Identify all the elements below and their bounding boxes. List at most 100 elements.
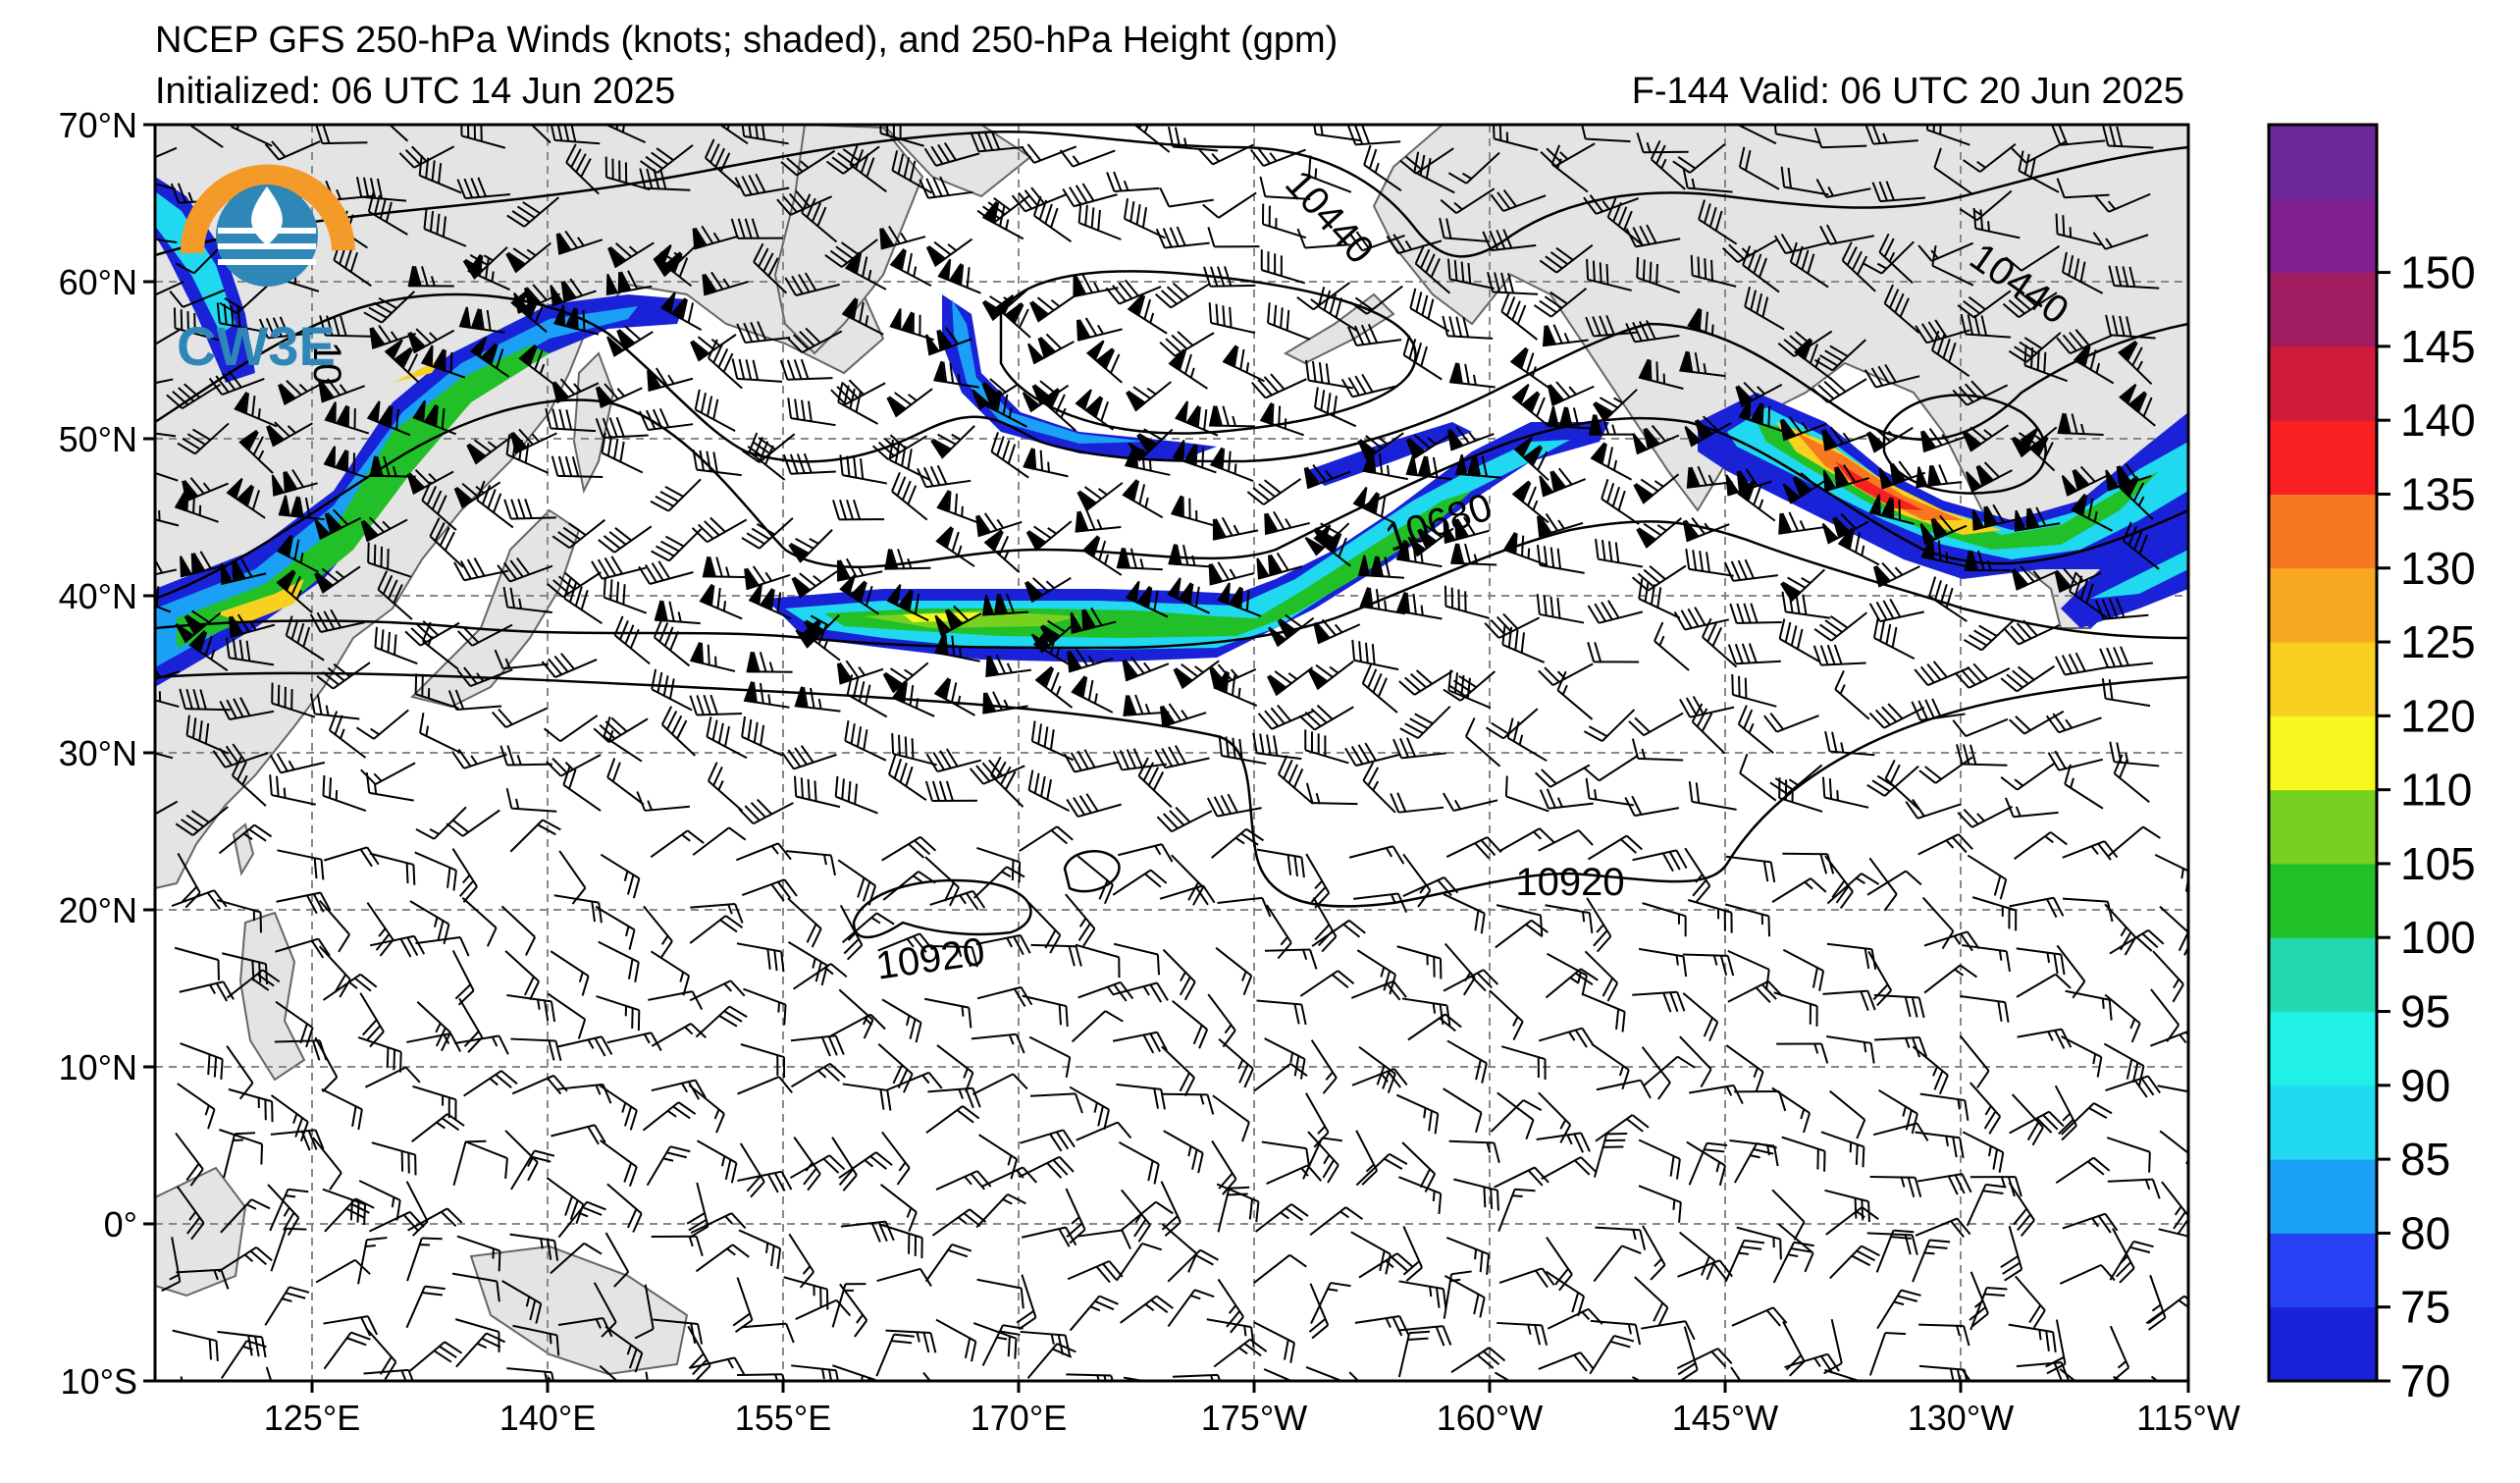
wind-barb	[1771, 1086, 1811, 1134]
wind-barb	[504, 950, 540, 1001]
wind-barb	[509, 1233, 559, 1261]
lat-label: 30°N	[59, 733, 137, 773]
wind-barb	[1447, 151, 1500, 185]
wind-barb	[879, 225, 926, 250]
wind-barb	[971, 1073, 1028, 1095]
wind-barb	[743, 987, 787, 1026]
wind-barb	[2106, 1137, 2151, 1173]
wind-barb	[2065, 989, 2113, 1021]
wind-barb	[1911, 698, 1966, 721]
wind-barb	[1587, 834, 1643, 861]
wind-barb	[466, 435, 513, 465]
wind-barb	[889, 308, 934, 342]
wind-barb	[1702, 617, 1738, 668]
wind-barb	[323, 973, 378, 1001]
wind-barb	[1960, 995, 2010, 1023]
wind-barb	[278, 495, 325, 521]
wind-barb	[694, 389, 736, 433]
wind-barb	[1912, 1239, 1951, 1283]
wind-barb	[792, 963, 848, 990]
wind-barb	[1960, 313, 2012, 339]
wind-barb	[551, 1124, 606, 1145]
wind-barb	[1866, 870, 1922, 896]
latitude-labels: 70°N 60°N 50°N 40°N 30°N 20°N 10°N 0° 10…	[59, 105, 137, 1402]
wind-barb	[264, 1286, 310, 1326]
wind-barb	[1724, 903, 1771, 937]
wind-barb	[323, 1315, 379, 1337]
wind-barb	[795, 1298, 852, 1320]
wind-barb	[1212, 516, 1259, 541]
wind-barb	[692, 826, 747, 856]
wind-barb	[1298, 704, 1354, 731]
wind-barb	[1159, 187, 1214, 208]
wind-barb	[2004, 797, 2059, 819]
wind-barb	[1541, 1156, 1597, 1181]
map-title: NCEP GFS 250-hPa Winds (knots; shaded), …	[155, 20, 1339, 61]
wind-barb	[1257, 704, 1314, 730]
wind-barb	[1302, 1137, 1342, 1180]
wind-barb	[647, 367, 694, 393]
wind-barb	[1679, 1035, 1712, 1087]
wind-barb	[1731, 1306, 1788, 1327]
wind-barb	[1736, 1226, 1782, 1260]
wind-barb	[802, 618, 841, 662]
wind-barb	[1962, 944, 2011, 973]
wind-barb	[1954, 662, 2011, 689]
wind-barb	[793, 1137, 821, 1192]
wind-barb	[1395, 592, 1443, 620]
wind-barb	[1919, 1092, 1969, 1121]
wind-barb	[1252, 732, 1302, 761]
wind-barb	[744, 565, 791, 591]
wind-barb	[1168, 544, 1215, 568]
wind-barb	[982, 691, 1028, 715]
wind-barb	[645, 1371, 649, 1381]
wind-barb	[1076, 855, 1114, 905]
wind-barb	[1167, 1289, 1215, 1328]
wind-barb	[1784, 1352, 1840, 1374]
wind-barb	[1453, 1178, 1499, 1211]
wind-barb	[275, 937, 331, 959]
wind-barb	[506, 994, 556, 1023]
wind-barb	[1121, 1189, 1151, 1243]
jet-aleutian-mid	[952, 299, 1148, 444]
wind-barb	[734, 173, 790, 197]
wind-barb	[837, 382, 878, 425]
wind-barb	[990, 432, 1029, 479]
wind-barb	[469, 336, 510, 378]
wind-barb	[881, 1131, 911, 1186]
wind-barb	[1509, 346, 1549, 389]
wind-barb	[606, 325, 654, 357]
wind-barb	[1397, 1330, 1431, 1378]
wind-barb	[558, 850, 587, 905]
wind-barb	[1264, 510, 1310, 536]
wind-barb	[1588, 414, 1636, 436]
wind-barb	[1501, 1045, 1547, 1080]
wind-barb	[355, 177, 407, 202]
wind-barb	[972, 1322, 1018, 1359]
wind-barb	[1305, 782, 1358, 806]
wind-barb	[1263, 1368, 1294, 1381]
wind-barb	[270, 1227, 307, 1272]
wind-barb	[555, 230, 604, 255]
wind-barb	[1409, 288, 1450, 333]
wind-barb	[878, 1223, 923, 1259]
wind-barb	[1116, 548, 1163, 571]
wind-barb	[2071, 494, 2113, 532]
wind-barb	[1447, 669, 1492, 710]
wind-barb	[791, 570, 838, 599]
wind-barb	[2055, 1156, 2111, 1184]
wind-barb	[738, 1229, 782, 1269]
wind-barb	[218, 823, 273, 855]
contour-tropical-low	[852, 878, 1032, 939]
wind-barb	[1963, 142, 2017, 173]
wind-barb	[981, 1324, 1024, 1366]
wind-barb	[2108, 825, 2161, 857]
colorbar-swatch	[2269, 1159, 2377, 1234]
wind-barb	[1778, 511, 1824, 535]
wind-barb	[1794, 338, 1833, 381]
wind-barb	[1075, 509, 1122, 533]
wind-barb	[405, 1285, 446, 1329]
wind-barb	[1641, 1046, 1671, 1100]
wind-barb	[788, 529, 833, 563]
wind-barb	[1353, 892, 1408, 914]
